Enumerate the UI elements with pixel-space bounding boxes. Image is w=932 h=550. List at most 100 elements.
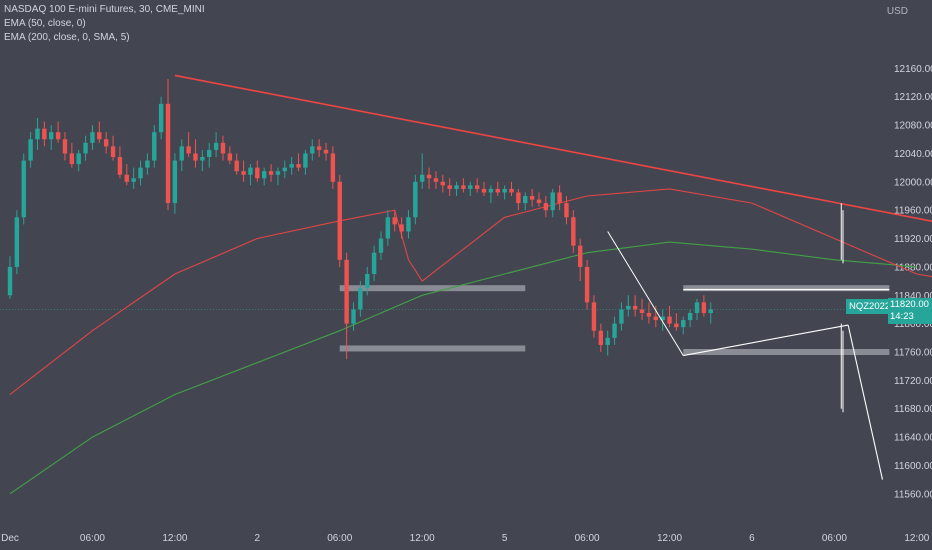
candle-body [35,128,40,140]
candle-body [303,153,308,168]
candle-body [69,153,75,165]
x-tick-label: 06:00 [327,533,352,544]
candle-body [481,188,487,193]
y-tick-label: 12040.00 [894,149,932,160]
candle-body [330,153,336,182]
y-tick-label: 12160.00 [894,64,932,75]
candle-body [310,146,315,154]
candle-body [193,153,198,161]
y-tick-label: 11800.00 [894,319,932,330]
x-tick-label: Dec [1,533,19,544]
candle-body [234,160,239,172]
candle-body [495,188,500,193]
candle-body [371,252,377,274]
candle-body [7,266,13,296]
symbol-badge: NQZ2022 [846,299,894,314]
candle-body [21,160,26,218]
candle-body [378,238,384,253]
y-tick-label: 11960.00 [894,206,932,217]
candle-body [454,185,459,189]
candle-body [543,203,549,211]
candle-body [255,167,260,179]
y-tick-label: 11560.00 [894,489,932,500]
candle-body [213,142,219,150]
projection-line [847,324,884,480]
candle-body [131,178,136,182]
x-tick-label: 06:00 [822,533,847,544]
candle-body [420,174,425,182]
candle-body [653,316,658,321]
candle-body [385,217,391,239]
candle-body [708,309,713,313]
candle-body [200,157,205,161]
y-tick-label: 11840.00 [894,291,932,302]
y-tick-label: 11880.00 [894,262,932,273]
candle-body [14,217,20,267]
legend-ema50: EMA (50, close, 0) [4,18,86,29]
candle-body [55,132,61,140]
candle-body [110,146,116,157]
candle-body [660,316,665,321]
candle-body [172,160,178,204]
x-tick-label: 5 [502,533,508,544]
candle-body [468,185,473,189]
candle-body [316,146,322,150]
candle-body [344,259,349,324]
candle-body [639,309,645,313]
candle-body [76,153,81,165]
candle-body [646,313,652,317]
wedge-bottom-line [683,324,849,357]
y-tick-label: 11640.00 [894,433,932,444]
candle-body [564,203,569,218]
candle-body [426,174,432,179]
candle-body [413,181,418,218]
candle-body [220,142,226,154]
candle-body [584,266,590,303]
candle-body [406,217,411,232]
candle-body [529,196,535,200]
x-tick-label: 6 [749,533,755,544]
candle-body [440,181,446,186]
candle-body [694,302,700,313]
candle-body [97,132,102,140]
candle-body [632,305,638,310]
candle-body [62,139,68,154]
candle-body [612,323,617,338]
candle-body [488,188,494,193]
legend-ema200: EMA (200, close, 0, SMA, 5) [4,32,130,43]
x-tick-label: 12:00 [657,533,682,544]
candle-body [165,103,171,204]
candle-body [138,167,143,179]
candle-body [536,199,542,204]
candle-body [701,302,707,313]
bar-countdown: 14:23 [890,311,914,322]
candle-body [83,142,88,154]
candle-body [261,171,267,179]
support-zone [683,349,890,355]
breakdown-line [607,231,684,356]
candle-body [591,302,597,331]
candle-body [674,323,679,328]
candle-body [687,313,693,321]
candle-body [509,188,514,193]
candle-body [447,185,452,189]
candle-body [296,164,301,168]
candle-body [392,217,397,225]
candle-body [275,171,281,175]
x-tick-label: 12:00 [410,533,435,544]
candle-body [241,171,246,175]
candle-body [268,171,274,175]
candle-body [550,192,555,211]
candle-body [523,196,528,204]
candle-body [681,320,686,328]
candle-body [626,305,631,310]
candle-body [358,288,363,310]
support-zone [339,285,526,292]
legend-title: NASDAQ 100 E-mini Futures, 30, CME_MINI [4,4,205,15]
candle-body [461,185,466,189]
candle-body [337,181,342,260]
candle-body [158,103,164,133]
x-tick-label: 2 [255,533,261,544]
candle-body [516,192,521,204]
